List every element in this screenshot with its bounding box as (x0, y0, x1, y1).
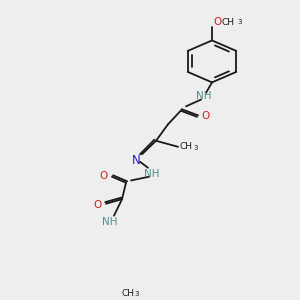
Text: NH: NH (196, 91, 212, 101)
Text: O: O (214, 17, 222, 28)
Text: 3: 3 (135, 291, 139, 297)
Text: O: O (202, 111, 210, 121)
Text: O: O (94, 200, 102, 210)
Text: 3: 3 (238, 19, 242, 25)
Text: 3: 3 (194, 145, 198, 151)
Text: O: O (100, 171, 108, 181)
Text: CH: CH (179, 142, 193, 151)
Text: N: N (132, 154, 140, 167)
Text: NH: NH (102, 217, 118, 227)
Text: NH: NH (144, 169, 160, 179)
Text: CH: CH (122, 289, 134, 298)
Text: CH: CH (221, 18, 235, 27)
